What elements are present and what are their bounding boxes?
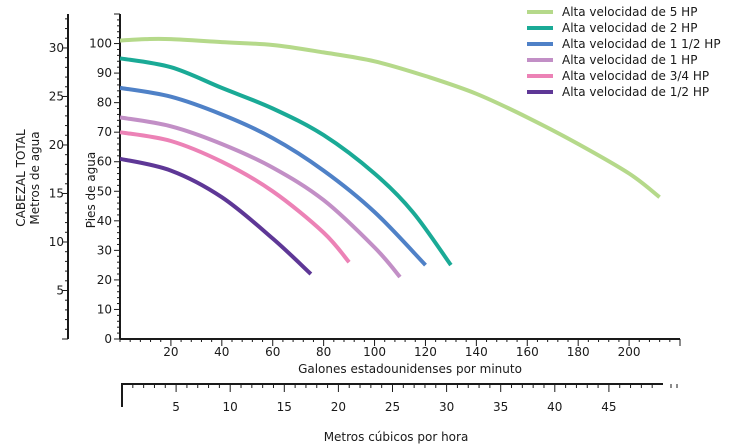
legend: Alta velocidad de 5 HP Alta velocidad de … xyxy=(527,5,721,99)
x-tick-label: 160 xyxy=(516,345,539,359)
y-tick-label: 90 xyxy=(97,66,112,80)
y2-tick-label: 30 xyxy=(49,41,64,55)
x2-axis-label: Metros cúbicos por hora xyxy=(324,430,469,444)
x-axis-label: Galones estadounidenses por minuto xyxy=(298,362,522,376)
y2-tick-label: 25 xyxy=(49,89,64,103)
y2-axis-label: Metros de agua xyxy=(28,131,42,224)
legend-label: Alta velocidad de 3/4 HP xyxy=(562,69,709,83)
legend-label: Alta velocidad de 1 HP xyxy=(562,53,697,67)
y-tick-label: 100 xyxy=(89,37,112,51)
x-tick-label: 180 xyxy=(567,345,590,359)
x-tick-label: 140 xyxy=(465,345,488,359)
series-line xyxy=(119,36,661,199)
legend-label: Alta velocidad de 5 HP xyxy=(562,5,697,19)
x-tick-label: 60 xyxy=(265,345,280,359)
x-tick-label: 100 xyxy=(363,345,386,359)
series-line xyxy=(119,156,313,276)
x2-tick-label: 35 xyxy=(493,400,508,414)
y-tick-label: 30 xyxy=(97,243,112,257)
y-tick-label: 70 xyxy=(97,125,112,139)
x2-tick-label: 30 xyxy=(439,400,454,414)
curves-layer xyxy=(119,36,661,279)
legend-label: Alta velocidad de 1/2 HP xyxy=(562,85,709,99)
y-tick-label: 40 xyxy=(97,214,112,228)
x2-tick-label: 20 xyxy=(331,400,346,414)
series-line xyxy=(119,56,453,267)
series-line xyxy=(119,130,351,264)
x2-tick-label: 5 xyxy=(172,400,180,414)
legend-label: Alta velocidad de 1 1/2 HP xyxy=(562,37,721,51)
series-line xyxy=(119,115,402,279)
x-tick-label: 40 xyxy=(214,345,229,359)
x2-tick-label: 25 xyxy=(385,400,400,414)
x2-tick-label: 40 xyxy=(547,400,562,414)
y2-tick-label: 20 xyxy=(49,138,64,152)
y-tick-label: 10 xyxy=(97,302,112,316)
y-tick-label: 50 xyxy=(97,184,112,198)
x-tick-label: 20 xyxy=(163,345,178,359)
legend-label: Alta velocidad de 2 HP xyxy=(562,21,697,35)
y2-axis-title: CABEZAL TOTAL xyxy=(14,129,28,227)
y-axis-label: Pies de agua xyxy=(84,152,98,229)
x2-tick-label: 45 xyxy=(601,400,616,414)
x2-tick-label: 15 xyxy=(277,400,292,414)
y2-tick-label: 15 xyxy=(49,186,64,200)
y2-tick-label: 5 xyxy=(56,283,64,297)
y2-tick-label: 10 xyxy=(49,235,64,249)
y-tick-label: 20 xyxy=(97,273,112,287)
y-tick-label: 60 xyxy=(97,155,112,169)
axes-layer: 0 10 20 30 40 50 60 70 80 90 100 5 10 15 20 25 30 20 40 60 8… xyxy=(49,13,681,414)
x2-tick-label: 10 xyxy=(223,400,238,414)
y-tick-label: 0 xyxy=(104,332,112,346)
x-tick-label: 120 xyxy=(414,345,437,359)
y-tick-label: 80 xyxy=(97,96,112,110)
x-tick-label: 80 xyxy=(316,345,331,359)
x-tick-label: 200 xyxy=(618,345,641,359)
series-line xyxy=(119,85,427,267)
